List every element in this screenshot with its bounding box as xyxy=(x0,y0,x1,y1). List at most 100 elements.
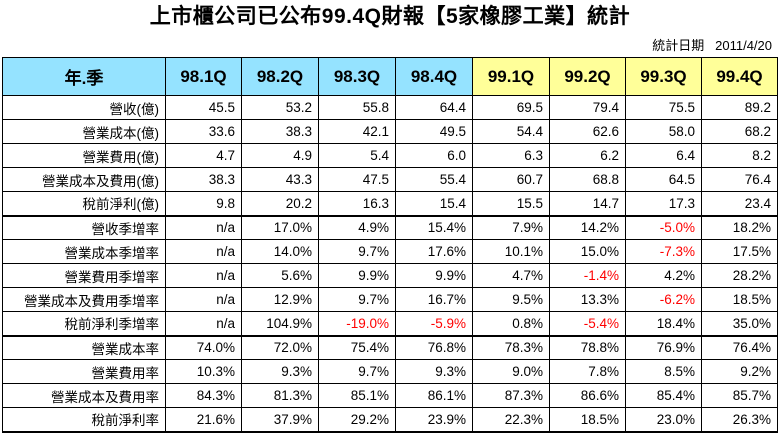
table-cell: 10.1% xyxy=(472,239,550,264)
table-cell: 78.8% xyxy=(549,334,626,360)
quarter-header: 98.1Q xyxy=(165,57,242,96)
table-cell: 6.0 xyxy=(395,143,473,168)
table-cell: 87.3% xyxy=(472,383,550,408)
header-row: 年.季 98.1Q 98.2Q 98.3Q 98.4Q 99.1Q 99.2Q … xyxy=(2,57,778,96)
table-cell: 16.7% xyxy=(395,287,473,312)
table-cell: 15.4 xyxy=(395,191,473,216)
table-cell: 4.9% xyxy=(318,214,396,240)
table-cell: 22.3% xyxy=(472,407,550,433)
row-label: 營業費用季增率 xyxy=(2,263,166,288)
table-cell: 9.8 xyxy=(165,191,242,216)
table-cell: 37.9% xyxy=(241,407,319,433)
row-label: 營業成本率 xyxy=(2,334,166,360)
table-cell: 53.2 xyxy=(241,95,319,120)
corner-header: 年.季 xyxy=(2,57,166,96)
quarter-header: 99.4Q xyxy=(701,57,778,96)
table-cell: n/a xyxy=(165,214,242,240)
table-cell: 75.5 xyxy=(625,95,702,120)
table-cell: 76.4 xyxy=(701,167,778,192)
table-cell: 43.3 xyxy=(241,167,319,192)
row-label: 營業成本及費用(億) xyxy=(2,167,166,192)
quarter-header: 99.2Q xyxy=(549,57,626,96)
table-cell: 15.4% xyxy=(395,214,473,240)
table-cell: n/a xyxy=(165,311,242,336)
row-label: 稅前淨利率 xyxy=(2,407,166,433)
table-cell: 42.1 xyxy=(318,119,396,144)
table-cell: 14.0% xyxy=(241,239,319,264)
table-row: 營收季增率 n/a 17.0% 4.9% 15.4% 7.9% 14.2% -5.0% 18.2… xyxy=(2,214,778,240)
stat-date-label: 統計日期 xyxy=(652,38,705,53)
row-label: 營業成本及費用季增率 xyxy=(2,287,166,312)
table-cell: n/a xyxy=(165,287,242,312)
table-cell: 60.7 xyxy=(472,167,550,192)
quarter-header: 98.2Q xyxy=(241,57,319,96)
table-cell: 9.0% xyxy=(472,359,550,384)
table-cell: 89.2 xyxy=(701,95,778,120)
table-cell: 14.2% xyxy=(549,214,626,240)
table-cell: 9.7% xyxy=(318,359,396,384)
table-cell: 9.5% xyxy=(472,287,550,312)
table-row: 營業費用率 10.3% 9.3% 9.7% 9.3% 9.0% 7.8% 8.5% 9.2% xyxy=(2,359,778,384)
table-cell: 62.6 xyxy=(549,119,626,144)
table-cell: 15.5 xyxy=(472,191,550,216)
table-cell: 18.2% xyxy=(701,214,778,240)
table-cell: 9.3% xyxy=(241,359,319,384)
table-cell: 18.4% xyxy=(625,311,702,336)
table-cell: 49.5 xyxy=(395,119,473,144)
row-label: 營業成本(億) xyxy=(2,119,166,144)
table-cell: 4.7 xyxy=(165,143,242,168)
table-cell: 78.3% xyxy=(472,334,550,360)
table-cell: 68.8 xyxy=(549,167,626,192)
table-cell: 75.4% xyxy=(318,334,396,360)
table-row: 稅前淨利率 21.6% 37.9% 29.2% 23.9% 22.3% 18.5% 23.0%… xyxy=(2,407,778,433)
table-cell: 21.6% xyxy=(165,407,242,433)
table-cell: 4.7% xyxy=(472,263,550,288)
table-cell: 7.8% xyxy=(549,359,626,384)
table-cell: 9.9% xyxy=(395,263,473,288)
table-row: 營業費用季增率 n/a 5.6% 9.9% 9.9% 4.7% -1.4% 4.2% 28.2% xyxy=(2,263,778,288)
table-cell: -5.4% xyxy=(549,311,626,336)
table-cell: 28.2% xyxy=(701,263,778,288)
table-cell: 4.9 xyxy=(241,143,319,168)
table-cell: -19.0% xyxy=(318,311,396,336)
table-row: 營業費用(億) 4.7 4.9 5.4 6.0 6.3 6.2 6.4 8.2 xyxy=(2,143,778,168)
table-cell: 76.8% xyxy=(395,334,473,360)
table-cell: -1.4% xyxy=(549,263,626,288)
quarter-header: 98.4Q xyxy=(395,57,473,96)
quarter-header: 99.3Q xyxy=(625,57,702,96)
table-cell: 23.4 xyxy=(701,191,778,216)
table-row: 營業成本率 74.0% 72.0% 75.4% 76.8% 78.3% 78.8% 76.9%… xyxy=(2,334,778,360)
table-cell: 69.5 xyxy=(472,95,550,120)
table-cell: 0.8% xyxy=(472,311,550,336)
table-cell: 33.6 xyxy=(165,119,242,144)
table-cell: 86.6% xyxy=(549,383,626,408)
table-cell: 76.4% xyxy=(701,334,778,360)
table-cell: 38.3 xyxy=(165,167,242,192)
table-cell: 85.4% xyxy=(625,383,702,408)
table-cell: 81.3% xyxy=(241,383,319,408)
table-row: 營收(億) 45.5 53.2 55.8 64.4 69.5 79.4 75.5 89.2 xyxy=(2,95,778,120)
table-cell: 12.9% xyxy=(241,287,319,312)
table-cell: 84.3% xyxy=(165,383,242,408)
table-cell: -7.3% xyxy=(625,239,702,264)
table-cell: 9.7% xyxy=(318,287,396,312)
report-title: 上市櫃公司已公布99.4Q財報【5家橡膠工業】統計 xyxy=(149,5,631,28)
table-cell: 14.7 xyxy=(549,191,626,216)
table-cell: 86.1% xyxy=(395,383,473,408)
quarter-header: 98.3Q xyxy=(318,57,396,96)
table-cell: 10.3% xyxy=(165,359,242,384)
table-cell: 6.4 xyxy=(625,143,702,168)
table-cell: 85.7% xyxy=(701,383,778,408)
row-label: 營收(億) xyxy=(2,95,166,120)
table-cell: -5.0% xyxy=(625,214,702,240)
table-cell: 55.4 xyxy=(395,167,473,192)
financial-table: 年.季 98.1Q 98.2Q 98.3Q 98.4Q 99.1Q 99.2Q … xyxy=(2,57,778,433)
table-cell: 9.7% xyxy=(318,239,396,264)
table-cell: 9.2% xyxy=(701,359,778,384)
table-cell: 23.0% xyxy=(625,407,702,433)
table-cell: 17.0% xyxy=(241,214,319,240)
table-cell: 18.5% xyxy=(701,287,778,312)
table-cell: 55.8 xyxy=(318,95,396,120)
table-cell: 16.3 xyxy=(318,191,396,216)
table-cell: n/a xyxy=(165,239,242,264)
